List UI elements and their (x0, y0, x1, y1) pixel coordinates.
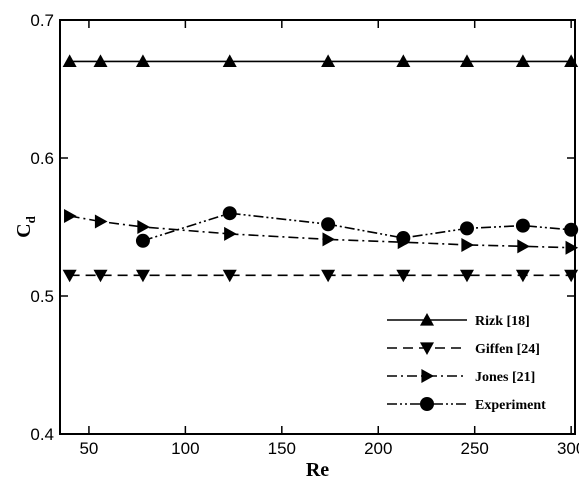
axis-ticks: 50 100 150 200 250 300 0.4 0.5 0.6 0.7 (30, 11, 579, 458)
x-tick-label: 150 (268, 439, 296, 458)
series-2 (62, 269, 579, 283)
x-axis-title: Re (306, 459, 329, 481)
y-axis-title: Cd (13, 215, 38, 237)
data-point (62, 54, 77, 67)
y-tick-label: 0.7 (30, 11, 54, 30)
data-point (461, 237, 474, 252)
legend-label: Giffen [24] (475, 342, 540, 357)
data-point (93, 269, 108, 283)
legend-marker (420, 313, 434, 326)
x-tick-label: 100 (171, 439, 199, 458)
y-tick-label: 0.6 (30, 149, 54, 168)
y-tick-label: 0.5 (30, 287, 54, 306)
legend-label: Rizk [18] (475, 314, 530, 329)
data-point (321, 54, 336, 67)
data-point (322, 232, 336, 247)
legend-entry: Giffen [24] (387, 342, 540, 357)
legend-marker (420, 397, 434, 411)
series-line (69, 215, 572, 249)
data-point (135, 233, 150, 248)
data-point (396, 54, 411, 67)
data-point (222, 206, 237, 221)
x-tick-label: 50 (79, 439, 98, 458)
data-point (517, 239, 530, 254)
y-axis-title-main: C (13, 223, 35, 237)
data-point (564, 222, 579, 237)
series-line (142, 212, 572, 242)
data-point (224, 226, 237, 241)
legend-marker (421, 369, 434, 383)
data-point (515, 218, 530, 233)
data-point (396, 269, 411, 283)
data-point (135, 54, 150, 67)
data-point (459, 221, 474, 236)
series-3 (64, 208, 579, 255)
x-tick-label: 250 (461, 439, 489, 458)
data-point (64, 208, 77, 223)
x-tick-label: 300 (557, 439, 579, 458)
data-point (94, 214, 108, 229)
plot-frame (59, 19, 576, 435)
legend-marker (420, 342, 434, 355)
legend: Rizk [18] Giffen [24] Jones [21] Experiment (387, 313, 546, 413)
data-point (515, 54, 530, 67)
y-tick-label: 0.4 (30, 425, 54, 444)
data-point (321, 217, 336, 232)
legend-label: Jones [21] (475, 370, 535, 385)
series-1 (62, 54, 579, 67)
series-4 (135, 206, 579, 248)
data-point (135, 269, 150, 283)
data-point (515, 269, 530, 283)
legend-entry: Rizk [18] (387, 313, 530, 329)
data-point (62, 269, 77, 283)
data-point (459, 54, 474, 67)
data-point (565, 240, 579, 255)
legend-label: Experiment (475, 398, 546, 413)
data-point (93, 54, 108, 67)
data-point (459, 269, 474, 283)
data-point (222, 269, 237, 283)
y-axis-title-subscript: d (23, 215, 38, 223)
data-point (137, 220, 150, 234)
series-layer (62, 54, 579, 283)
x-tick-label: 200 (364, 439, 392, 458)
data-point (321, 269, 336, 283)
data-point (222, 54, 237, 67)
data-point (396, 231, 411, 246)
legend-entry: Experiment (387, 397, 546, 413)
legend-entry: Jones [21] (387, 369, 535, 385)
